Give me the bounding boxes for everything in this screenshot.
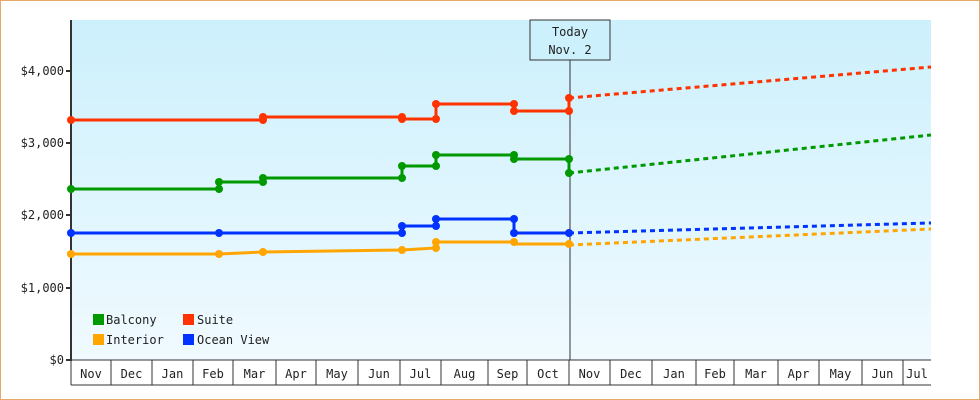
- x-tick-label: Dec: [620, 367, 642, 381]
- svg-text:Suite: Suite: [197, 313, 233, 327]
- y-tick-label: $0: [50, 353, 64, 367]
- x-tick-label: Aug: [454, 367, 476, 381]
- y-tick-label: $2,000: [21, 208, 64, 222]
- legend-item-suite: Suite: [183, 313, 233, 327]
- x-axis: Nov Dec Jan Feb Mar Apr May Jun Jul Aug Sep Oct Nov D…: [70, 359, 931, 386]
- x-tick-label: Apr: [788, 367, 810, 381]
- today-date: Nov. 2: [548, 43, 591, 57]
- svg-text:Ocean View: Ocean View: [197, 333, 270, 347]
- legend-item-interior: Interior: [93, 333, 164, 347]
- x-tick-label: Mar: [244, 367, 266, 381]
- x-tick-label: Jul: [410, 367, 432, 381]
- x-tick-label: Oct: [537, 367, 559, 381]
- series-balcony: [67, 133, 932, 193]
- y-tick-label: $3,000: [21, 136, 64, 150]
- x-tick-label: Sep: [497, 367, 519, 381]
- y-tick-label: $4,000: [21, 64, 64, 78]
- x-tick-label: Jun: [368, 367, 390, 381]
- x-tick-label: May: [326, 367, 348, 381]
- y-tick-label: $1,000: [21, 281, 64, 295]
- svg-text:Balcony: Balcony: [106, 313, 157, 327]
- x-tick-label: Dec: [121, 367, 143, 381]
- series-ocean-view: [67, 215, 932, 237]
- svg-text:Interior: Interior: [106, 333, 164, 347]
- today-label: Today: [552, 25, 588, 39]
- x-tick-label: Mar: [745, 367, 767, 381]
- x-tick-label: Jul: [906, 367, 928, 381]
- legend-item-balcony: Balcony: [93, 313, 157, 327]
- x-tick-label: Jun: [872, 367, 894, 381]
- x-tick-label: Feb: [704, 367, 726, 381]
- series-interior: [67, 227, 932, 258]
- x-tick-label: Nov: [80, 367, 102, 381]
- today-marker: Today Nov. 2: [529, 19, 611, 360]
- series-suite: [67, 65, 932, 124]
- x-tick-label: May: [830, 367, 852, 381]
- x-tick-label: Jan: [663, 367, 685, 381]
- x-tick-label: Jan: [162, 367, 184, 381]
- legend: Balcony Suite Interior Ocean View: [93, 313, 270, 347]
- y-ticks: $0 $1,000 $2,000 $3,000 $4,000: [21, 64, 71, 367]
- x-tick-label: Apr: [285, 367, 307, 381]
- x-tick-label: Nov: [579, 367, 601, 381]
- legend-item-ocean-view: Ocean View: [183, 333, 270, 347]
- x-tick-label: Feb: [202, 367, 224, 381]
